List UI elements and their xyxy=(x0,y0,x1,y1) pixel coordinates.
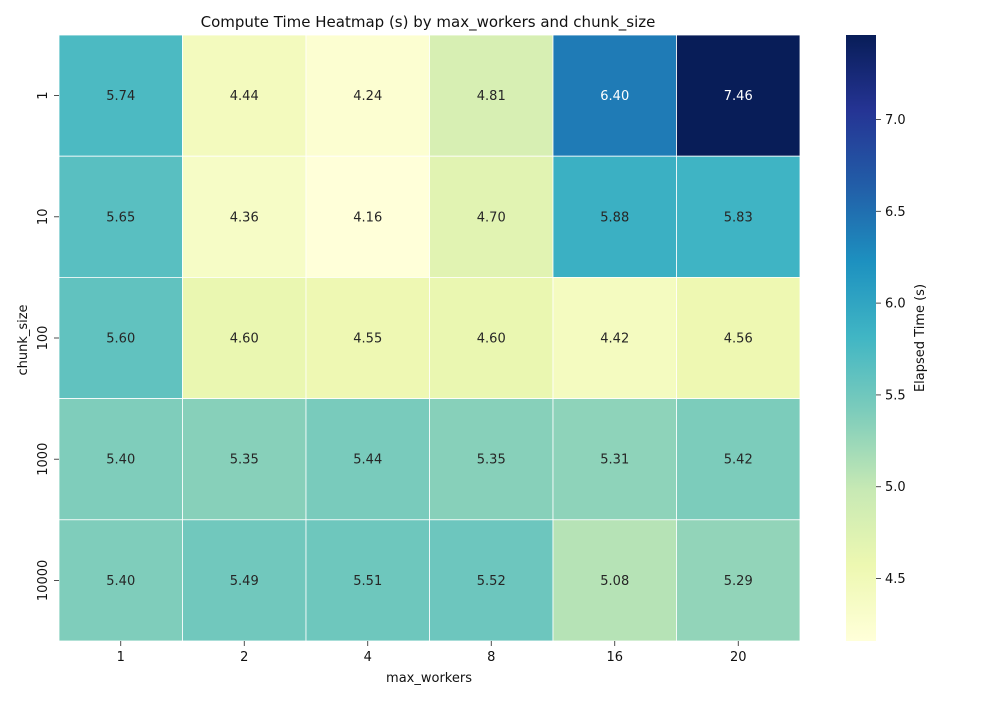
cell-value-label: 5.40 xyxy=(106,574,135,589)
colorbar-tick-label: 5.0 xyxy=(885,480,906,495)
y-tick-label: 100 xyxy=(36,326,51,351)
heatmap-cell xyxy=(305,519,430,642)
heatmap-cell xyxy=(429,398,554,521)
y-axis: 1 10 100 1000 10000 xyxy=(36,91,59,601)
cell-value-label: 5.44 xyxy=(353,453,382,468)
heatmap-cell xyxy=(429,155,554,278)
heatmap-cell xyxy=(58,34,183,157)
cell-value-label: 5.52 xyxy=(477,574,506,589)
heatmap-cell xyxy=(676,34,801,157)
x-tick-label: 4 xyxy=(364,650,372,665)
x-tick-label: 1 xyxy=(117,650,125,665)
cell-value-label: 4.70 xyxy=(477,210,506,225)
colorbar-tick-label: 7.0 xyxy=(885,113,906,128)
cell-value-label: 5.74 xyxy=(106,89,135,104)
cell-value-label: 4.42 xyxy=(600,332,629,347)
cell-value-label: 5.42 xyxy=(724,453,753,468)
heatmap-cell xyxy=(182,155,307,278)
cell-value-label: 5.49 xyxy=(230,574,259,589)
heatmap-cell xyxy=(676,155,801,278)
cell-value-label: 5.51 xyxy=(353,574,382,589)
heatmap-cell xyxy=(182,276,307,399)
heatmap-cell xyxy=(58,519,183,642)
cell-value-label: 5.31 xyxy=(600,453,629,468)
cell-value-label: 5.83 xyxy=(724,210,753,225)
colorbar-ticks: 4.5 5.0 5.5 6.0 6.5 7.0 xyxy=(876,113,906,587)
heatmap-cell xyxy=(552,276,677,399)
cell-value-label: 5.60 xyxy=(106,332,135,347)
cell-value-label: 5.40 xyxy=(106,453,135,468)
heatmap-cell xyxy=(552,519,677,642)
heatmap-cell xyxy=(429,34,554,157)
heatmap-cell xyxy=(182,34,307,157)
cell-value-label: 4.55 xyxy=(353,332,382,347)
x-axis: 1 2 4 8 16 20 xyxy=(117,641,747,665)
y-tick-label: 1000 xyxy=(36,443,51,476)
y-tick-label: 10000 xyxy=(36,560,51,601)
heatmap-cell xyxy=(429,519,554,642)
y-axis-label: chunk_size xyxy=(16,304,31,375)
cell-value-label: 4.16 xyxy=(353,210,382,225)
colorbar-tick-label: 4.5 xyxy=(885,572,906,587)
heatmap-cell xyxy=(305,276,430,399)
y-tick-label: 1 xyxy=(36,91,51,99)
cell-value-label: 5.35 xyxy=(477,453,506,468)
heatmap-cell xyxy=(429,276,554,399)
cell-value-label: 5.08 xyxy=(600,574,629,589)
cell-value-label: 5.35 xyxy=(230,453,259,468)
x-axis-label: max_workers xyxy=(386,671,472,686)
cell-value-label: 5.65 xyxy=(106,210,135,225)
cell-value-label: 4.44 xyxy=(230,89,259,104)
cell-value-label: 7.46 xyxy=(724,89,753,104)
heatmap-cell-labels: 5.74 4.44 4.24 4.81 6.40 7.46 5.65 4.36 4.16 4.70… xyxy=(106,89,752,589)
heatmap-cell xyxy=(58,398,183,521)
heatmap-cell xyxy=(552,398,677,521)
cell-value-label: 5.88 xyxy=(600,210,629,225)
heatmap-cell xyxy=(58,276,183,399)
colorbar-tick-label: 6.5 xyxy=(885,205,906,220)
x-tick-label: 2 xyxy=(240,650,248,665)
heatmap-cell xyxy=(676,519,801,642)
colorbar-gradient xyxy=(846,35,876,641)
cell-value-label: 4.60 xyxy=(230,332,259,347)
heatmap-cell xyxy=(552,34,677,157)
heatmap-cell xyxy=(58,155,183,278)
y-tick-label: 10 xyxy=(36,209,51,226)
heatmap-cell xyxy=(676,276,801,399)
colorbar-tick-label: 6.0 xyxy=(885,297,906,312)
cell-value-label: 4.56 xyxy=(724,332,753,347)
heatmap-cell xyxy=(182,398,307,521)
cell-value-label: 4.24 xyxy=(353,89,382,104)
x-tick-label: 20 xyxy=(730,650,747,665)
cell-value-label: 4.36 xyxy=(230,210,259,225)
cell-value-label: 4.60 xyxy=(477,332,506,347)
colorbar-tick-label: 5.5 xyxy=(885,388,906,403)
heatmap-cell xyxy=(305,398,430,521)
x-tick-label: 8 xyxy=(487,650,495,665)
heatmap-cell xyxy=(676,398,801,521)
colorbar-label: Elapsed Time (s) xyxy=(913,284,928,392)
colorbar: 4.5 5.0 5.5 6.0 6.5 7.0 Elapsed Time (s) xyxy=(846,35,928,641)
heatmap-cell xyxy=(305,34,430,157)
cell-value-label: 5.29 xyxy=(724,574,753,589)
cell-value-label: 4.81 xyxy=(477,89,506,104)
chart-title: Compute Time Heatmap (s) by max_workers … xyxy=(201,13,656,32)
x-tick-label: 16 xyxy=(606,650,623,665)
cell-value-label: 6.40 xyxy=(600,89,629,104)
heatmap-cells xyxy=(58,34,801,642)
